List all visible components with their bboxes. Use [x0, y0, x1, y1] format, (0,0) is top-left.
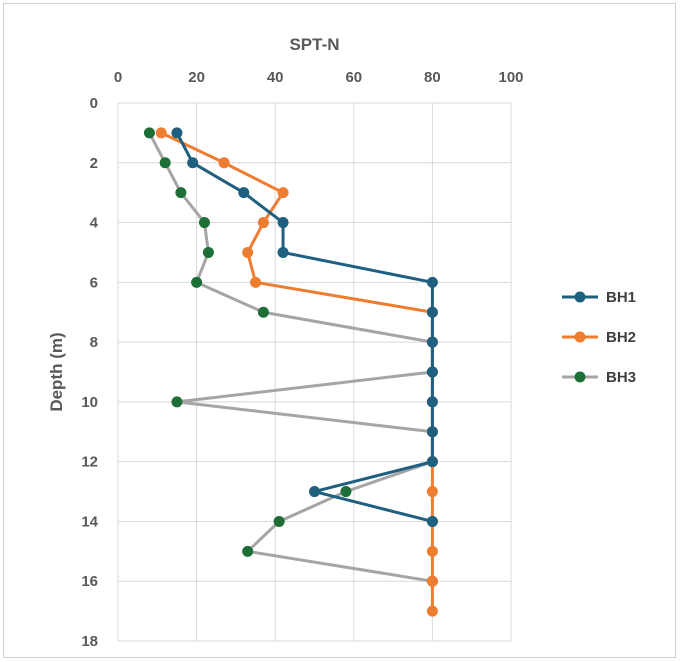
x-tick-label: 0 — [114, 69, 122, 86]
data-point-bh2 — [242, 246, 254, 258]
chart-frame — [3, 3, 676, 658]
data-point-bh1 — [277, 217, 289, 229]
data-point-bh2 — [218, 157, 230, 169]
data-point-bh3 — [257, 306, 269, 318]
legend-item-bh2: BH2 — [562, 329, 636, 346]
series-bh3 — [143, 127, 438, 587]
data-point-bh1 — [426, 306, 438, 318]
data-point-bh3 — [191, 276, 203, 288]
data-point-bh1 — [426, 426, 438, 438]
y-tick-label: 12 — [81, 454, 98, 471]
data-point-bh1 — [171, 127, 183, 139]
data-point-bh1 — [426, 396, 438, 408]
x-tick-label: 60 — [345, 69, 362, 86]
x-axis-title: SPT-N — [289, 35, 339, 54]
y-tick-labels: 0 2 4 6 8 10 12 14 16 18 — [81, 95, 98, 650]
data-point-bh1 — [277, 246, 289, 258]
data-point-bh3 — [202, 246, 214, 258]
y-tick-label: 2 — [90, 155, 98, 172]
x-tick-label: 40 — [267, 69, 284, 86]
data-point-bh2 — [426, 545, 438, 557]
x-tick-label: 20 — [188, 69, 205, 86]
legend-item-bh3: BH3 — [562, 369, 636, 386]
y-tick-label: 10 — [81, 394, 98, 411]
data-point-bh1 — [309, 486, 320, 498]
y-tick-label: 0 — [90, 95, 98, 112]
data-point-bh2 — [257, 217, 269, 229]
series-bh1 — [171, 127, 438, 527]
legend-item-bh1: BH1 — [562, 289, 636, 306]
data-point-bh1 — [426, 515, 438, 527]
y-tick-label: 14 — [81, 513, 98, 530]
grid-lines — [117, 102, 512, 642]
x-tick-labels: 0 20 40 60 80 100 — [114, 69, 524, 86]
data-point-bh2 — [426, 605, 438, 617]
data-point-bh2 — [426, 486, 438, 498]
x-tick-label: 100 — [498, 69, 523, 86]
y-axis-title: Depth (m) — [47, 332, 66, 411]
data-point-bh3 — [143, 127, 155, 139]
legend-marker — [574, 291, 586, 303]
series-group — [143, 127, 438, 617]
legend-label: BH3 — [606, 369, 636, 386]
data-point-bh1 — [426, 336, 438, 348]
data-point-bh3 — [198, 217, 210, 229]
legend-label: BH1 — [606, 289, 636, 306]
legend-label: BH2 — [606, 329, 636, 346]
legend: BH1 BH2 BH3 — [562, 289, 636, 386]
data-point-bh1 — [426, 366, 438, 378]
series-line-bh3 — [148, 132, 434, 583]
y-tick-label: 16 — [81, 573, 98, 590]
data-point-bh3 — [175, 187, 187, 199]
y-tick-label: 4 — [90, 215, 99, 232]
data-point-bh1 — [426, 276, 438, 288]
series-line-bh2 — [160, 131, 434, 612]
data-point-bh3 — [171, 396, 183, 408]
data-point-bh1 — [426, 456, 438, 468]
x-tick-label: 80 — [424, 69, 441, 86]
data-point-bh3 — [159, 157, 171, 169]
series-bh2 — [155, 127, 438, 617]
data-point-bh2 — [426, 575, 438, 587]
y-tick-label: 8 — [90, 334, 98, 351]
data-point-bh3 — [340, 486, 352, 498]
series-line-bh1 — [175, 132, 434, 523]
data-point-bh1 — [238, 187, 250, 199]
legend-marker — [574, 331, 586, 343]
y-tick-label: 18 — [81, 633, 98, 650]
data-point-bh3 — [242, 545, 254, 557]
data-point-bh1 — [187, 157, 199, 169]
legend-marker — [574, 371, 586, 383]
data-point-bh2 — [155, 127, 167, 139]
data-point-bh2 — [250, 276, 262, 288]
y-tick-label: 6 — [90, 274, 98, 291]
data-point-bh2 — [277, 187, 289, 199]
data-point-bh3 — [273, 515, 285, 527]
